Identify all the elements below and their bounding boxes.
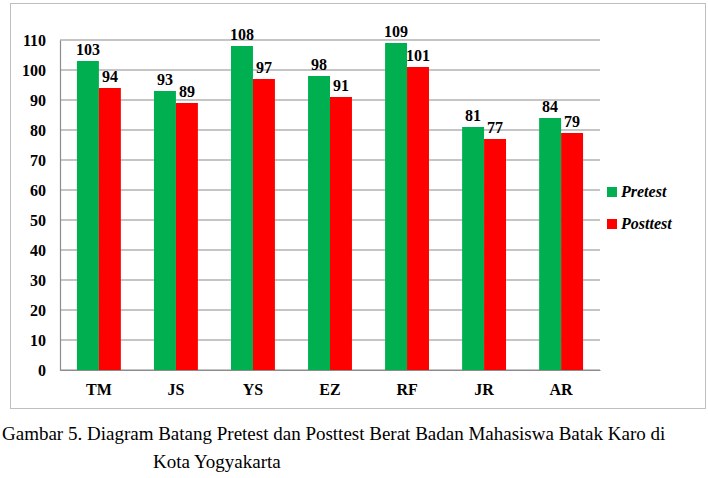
bar bbox=[484, 139, 506, 370]
y-tick-label: 70 bbox=[30, 152, 46, 169]
bar bbox=[77, 61, 99, 370]
x-tick-label: EZ bbox=[319, 381, 340, 398]
y-tick-label: 30 bbox=[30, 272, 46, 289]
data-label: 103 bbox=[76, 41, 100, 58]
x-tick: AR bbox=[550, 370, 574, 398]
data-label: 98 bbox=[311, 56, 327, 73]
x-tick-label: JR bbox=[474, 381, 494, 398]
data-label: 77 bbox=[487, 119, 503, 136]
x-tick-label: RF bbox=[396, 381, 418, 398]
y-tick: 60 bbox=[30, 182, 60, 199]
data-label: 93 bbox=[157, 71, 173, 88]
data-label: 101 bbox=[406, 47, 430, 64]
x-tick-label: JS bbox=[167, 381, 184, 398]
x-tick: JS bbox=[167, 370, 184, 398]
data-label: 79 bbox=[564, 113, 580, 130]
y-tick: 80 bbox=[30, 122, 60, 139]
y-tick: 100 bbox=[22, 62, 60, 79]
x-tick: RF bbox=[396, 370, 418, 398]
data-label: 84 bbox=[542, 98, 558, 115]
y-tick-label: 60 bbox=[30, 182, 46, 199]
y-tick: 30 bbox=[30, 272, 60, 289]
legend-label: Posttest bbox=[620, 215, 672, 232]
bar bbox=[176, 103, 198, 370]
chart-frame bbox=[11, 4, 706, 409]
y-tick-label: 80 bbox=[30, 122, 46, 139]
data-label: 109 bbox=[384, 23, 408, 40]
legend: Pretest Posttest bbox=[607, 183, 672, 232]
bar bbox=[462, 127, 484, 370]
bar bbox=[539, 118, 561, 370]
bar bbox=[231, 46, 253, 370]
bar bbox=[330, 97, 352, 370]
x-axis-line bbox=[61, 370, 601, 371]
bars bbox=[77, 43, 583, 370]
y-tick-label: 110 bbox=[23, 32, 46, 49]
data-label: 81 bbox=[465, 107, 481, 124]
legend-swatch bbox=[607, 219, 617, 229]
y-tick: 20 bbox=[30, 302, 60, 319]
bar bbox=[308, 76, 330, 370]
x-tick-label: YS bbox=[243, 381, 264, 398]
x-axis: TM JS YS EZ RF JR AR bbox=[61, 370, 601, 398]
y-tick: 50 bbox=[30, 212, 60, 229]
y-tick: 110 bbox=[23, 32, 60, 49]
y-axis: 0 10 20 30 40 50 60 70 80 90 100 110 bbox=[22, 32, 61, 379]
y-axis-line bbox=[60, 41, 61, 371]
grid bbox=[60, 40, 600, 370]
y-tick: 0 bbox=[38, 362, 60, 379]
bar bbox=[407, 67, 429, 370]
x-tick: YS bbox=[243, 370, 264, 398]
caption-line: Gambar 5. Diagram Batang Pretest dan Pos… bbox=[2, 423, 665, 444]
caption-line: Kota Yogyakarta bbox=[153, 451, 281, 472]
caption: Gambar 5. Diagram Batang Pretest dan Pos… bbox=[2, 423, 665, 472]
bar bbox=[561, 133, 583, 370]
y-tick-label: 90 bbox=[30, 92, 46, 109]
y-tick-label: 20 bbox=[30, 302, 46, 319]
data-label: 94 bbox=[102, 68, 118, 85]
y-tick: 70 bbox=[30, 152, 60, 169]
x-tick: TM bbox=[86, 370, 112, 398]
grid-line bbox=[60, 69, 600, 70]
bar bbox=[154, 91, 176, 370]
x-tick-label: TM bbox=[86, 381, 112, 398]
data-labels: 103 93 108 98 109 81 84 94 89 97 91 101 77 79 bbox=[76, 23, 580, 136]
y-tick-label: 0 bbox=[38, 362, 46, 379]
y-tick: 10 bbox=[30, 332, 60, 349]
data-label: 91 bbox=[333, 77, 349, 94]
y-tick: 40 bbox=[30, 242, 60, 259]
y-tick-label: 50 bbox=[30, 212, 46, 229]
y-tick-label: 40 bbox=[30, 242, 46, 259]
x-tick-label: AR bbox=[550, 381, 574, 398]
bar bbox=[253, 79, 275, 370]
bar bbox=[99, 88, 121, 370]
y-tick-label: 100 bbox=[22, 62, 46, 79]
data-label: 89 bbox=[179, 83, 195, 100]
grid-line bbox=[60, 39, 600, 40]
data-label: 108 bbox=[230, 26, 254, 43]
data-label: 97 bbox=[256, 59, 272, 76]
bar bbox=[385, 43, 407, 370]
legend-swatch bbox=[607, 187, 617, 197]
y-tick: 90 bbox=[30, 92, 60, 109]
legend-label: Pretest bbox=[620, 183, 667, 200]
x-tick: EZ bbox=[319, 370, 340, 398]
y-tick-label: 10 bbox=[30, 332, 46, 349]
x-tick: JR bbox=[474, 370, 494, 398]
